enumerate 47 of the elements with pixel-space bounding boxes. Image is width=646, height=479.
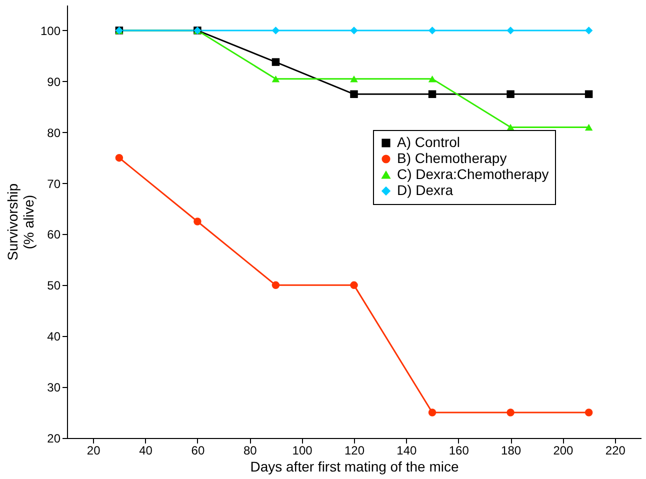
- legend-label: D) Dexra: [397, 182, 454, 198]
- point: [272, 281, 280, 290]
- x-tick-label: 100: [292, 444, 313, 458]
- y-axis-title: Survivorship (% alive): [4, 183, 36, 261]
- point: [350, 26, 358, 34]
- y-tick-label: 20: [47, 432, 61, 446]
- x-tick-label: 60: [191, 444, 205, 458]
- x-tick-label: 40: [139, 444, 153, 458]
- x-tick-label: 160: [448, 444, 470, 458]
- legend-label: C) Dexra:Chemotherapy: [397, 166, 549, 182]
- x-tick-label: 220: [605, 444, 626, 458]
- legend-label: A) Control: [397, 134, 460, 150]
- x-tick-label: 20: [86, 444, 101, 458]
- x-axis-title: Days after first mating of the mice: [250, 458, 459, 474]
- point: [115, 154, 124, 162]
- point: [506, 90, 514, 98]
- y-tick-label: 60: [47, 228, 61, 242]
- y-tick-label: 80: [47, 126, 61, 140]
- point: [272, 26, 280, 34]
- y-tick-label: 30: [47, 380, 61, 395]
- point: [506, 26, 514, 34]
- point: [584, 26, 593, 34]
- point: [194, 218, 202, 226]
- point: [272, 76, 280, 82]
- point: [584, 408, 593, 416]
- y-tick-label: 100: [40, 24, 61, 38]
- point: [584, 90, 593, 98]
- y-tick-label: 70: [47, 176, 61, 191]
- x-tick-label: 120: [344, 444, 365, 458]
- x-tick-label: 180: [501, 444, 522, 458]
- point: [272, 58, 280, 66]
- x-tick-label: 80: [243, 444, 258, 458]
- y-tick-label: 50: [47, 278, 61, 293]
- point: [506, 408, 514, 416]
- point: [350, 281, 358, 290]
- point: [428, 90, 436, 98]
- x-tick-label: 140: [396, 444, 418, 458]
- y-tick-label: 90: [47, 74, 61, 89]
- point: [428, 408, 436, 416]
- x-tick-label: 200: [553, 444, 574, 458]
- point: [428, 26, 436, 34]
- point: [350, 90, 358, 98]
- legend-label: B) Chemotherapy: [397, 150, 507, 166]
- point: [350, 76, 358, 82]
- point: [428, 76, 436, 82]
- point: [584, 124, 593, 131]
- y-tick-label: 40: [47, 330, 61, 344]
